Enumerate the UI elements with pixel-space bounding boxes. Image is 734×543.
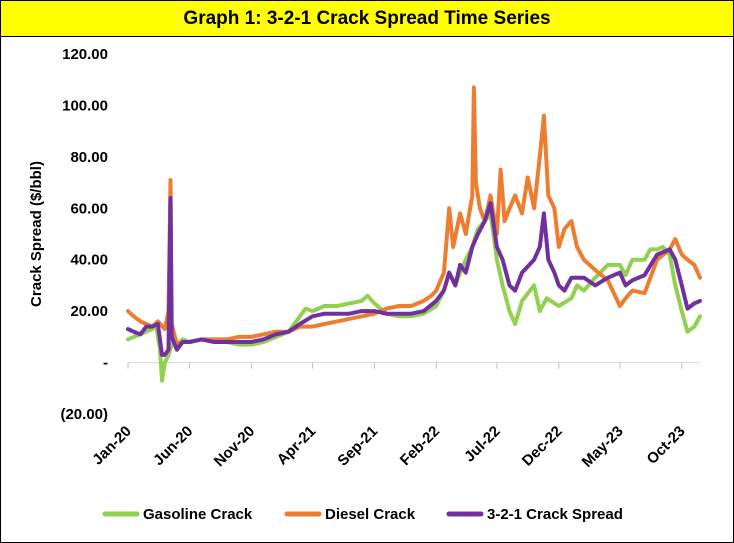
y-tick-label: (20.00) [60, 406, 108, 423]
x-tick-label: Sep-21 [334, 423, 381, 470]
x-tick-label: Nov-20 [211, 423, 258, 470]
x-tick-label: Jan-20 [89, 423, 135, 469]
y-tick-label: 60.00 [70, 200, 108, 217]
x-tick-label: Feb-22 [397, 423, 443, 469]
legend-label: 3-2-1 Crack Spread [487, 506, 623, 523]
legend-label: Gasoline Crack [143, 506, 253, 523]
y-tick-label: 40.00 [70, 252, 108, 269]
x-tick-label: Oct-23 [644, 423, 689, 468]
x-tick-label: May-23 [579, 423, 627, 471]
y-tick-label: - [103, 355, 108, 372]
x-tick-label: Jul-22 [461, 423, 504, 466]
x-tick-label: Apr-21 [274, 423, 320, 469]
series-line-3-2-1-crack-spread [126, 196, 702, 357]
x-tick-label: Dec-22 [519, 423, 566, 470]
x-tick-label: Jun-20 [150, 423, 196, 469]
y-axis-title: Crack Spread ($/bbl) [28, 161, 45, 307]
y-tick-label: 20.00 [70, 303, 108, 320]
y-tick-label: 120.00 [62, 46, 108, 63]
chart-title: Graph 1: 3-2-1 Crack Spread Time Series [1, 1, 733, 37]
legend-label: Diesel Crack [325, 506, 416, 523]
y-tick-label: 80.00 [70, 149, 108, 166]
series-line-diesel-crack [126, 85, 702, 347]
y-tick-label: 100.00 [62, 97, 108, 114]
